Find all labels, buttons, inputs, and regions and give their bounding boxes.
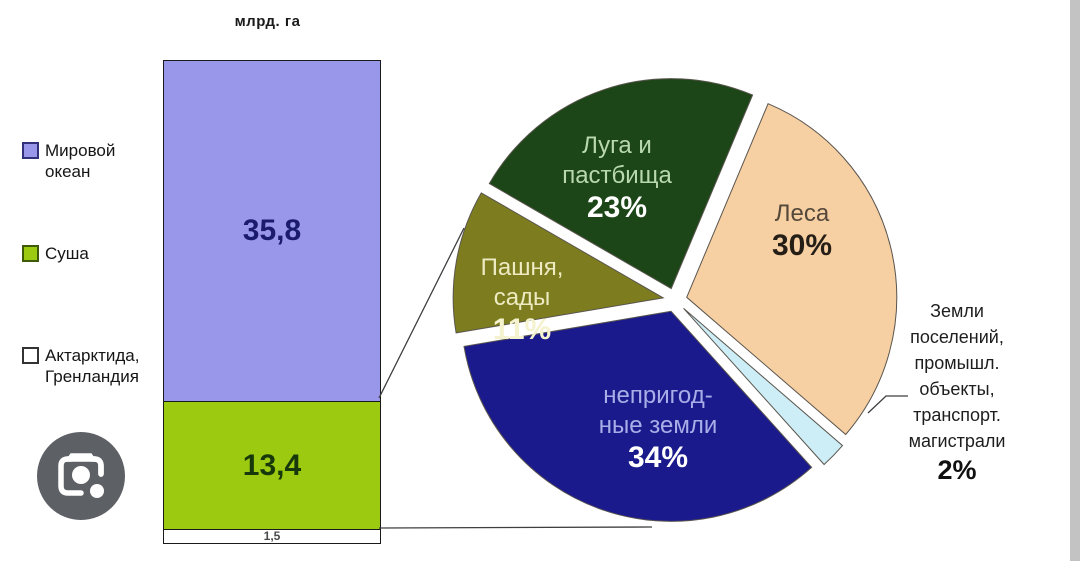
legend-item-land: Суша [22, 243, 89, 264]
connector-line-bottom [378, 526, 653, 529]
pie-slice-label-line: Земли [930, 301, 984, 321]
legend-label-antarctica: Актарктида, Гренландия [45, 345, 139, 387]
legend-label-land: Суша [45, 243, 89, 264]
camera-lens-icon [37, 432, 125, 520]
legend-swatch-antarctica [22, 347, 39, 364]
pie-slice-pct: 34% [627, 441, 689, 474]
bar-segment-0: 35,8 [164, 61, 380, 402]
legend-label-line: Суша [45, 244, 89, 263]
pie-slice-pct: 23% [586, 191, 648, 224]
pie-slice-label-line: Луга и [582, 132, 652, 159]
pie-slice-label-line: поселений, [910, 327, 1004, 347]
pie-slice-label-line: сады [493, 284, 551, 311]
connector-line-top [378, 227, 465, 399]
pie-slice-pct: 2% [937, 455, 977, 485]
legend-label-world-ocean: Мировой океан [45, 140, 115, 182]
legend-label-line: Гренландия [45, 367, 139, 386]
bar-value-label: 1,5 [263, 529, 281, 544]
pie-slice-label-1: Леса 30% [772, 199, 832, 263]
camera-lens-button[interactable] [37, 432, 125, 520]
pie-slice-label-line: объекты, [919, 379, 995, 399]
pie-slice-label-line: пастбища [562, 162, 672, 189]
pie-slice-label-line: магистрали [908, 431, 1006, 451]
bar-segment-2: 1,5 [164, 528, 380, 544]
leader-line-2pct [867, 395, 908, 414]
pie-slice-pct: 11% [492, 313, 552, 346]
pie-slice-label-4: Пашня, сады 11% [481, 253, 564, 347]
bar-value-label: 13,4 [242, 448, 302, 482]
pie-slice-0 [488, 78, 754, 290]
legend-label-line: Мировой [45, 141, 116, 160]
pie-slice-4 [452, 192, 665, 334]
stacked-bar: 35,8 13,4 1,5 [163, 60, 381, 544]
pie-slice-label-line: транспорт. [913, 405, 1001, 425]
pie-slice-label-line: Леса [774, 200, 830, 227]
legend-item-antarctica-greenland: Актарктида, Гренландия [22, 345, 139, 387]
pie-slice-label-0: Луга и пастбища 23% [562, 131, 672, 225]
pie-slice-label-line: промышл. [914, 353, 1000, 373]
pie-slice-3 [463, 310, 813, 522]
pie-slice-label-line: Пашня, [480, 254, 564, 281]
pie-slice-pct: 30% [771, 229, 833, 262]
legend-label-line: океан [45, 162, 91, 181]
pie-slice-label-3: непригод-ные земли 34% [599, 381, 718, 475]
bar-value-label: 35,8 [242, 214, 302, 248]
legend-swatch-land [22, 245, 39, 262]
bar-chart-title: млрд. га [234, 13, 301, 30]
right-edge-strip [1070, 0, 1080, 561]
pie-slice-1 [686, 103, 898, 436]
pie-slice-label-line: непригод- [603, 382, 713, 409]
legend-label-line: Актарктида, [45, 346, 140, 365]
pie-slice-label-2: Земли поселений, промышл. объекты, транспорт… [909, 298, 1006, 486]
legend-item-world-ocean: Мировой океан [22, 140, 115, 182]
pie-slice-2 [683, 308, 844, 466]
pie-slice-label-line: ные земли [598, 412, 718, 439]
bar-segment-1: 13,4 [164, 401, 380, 529]
legend-swatch-world-ocean [22, 142, 39, 159]
